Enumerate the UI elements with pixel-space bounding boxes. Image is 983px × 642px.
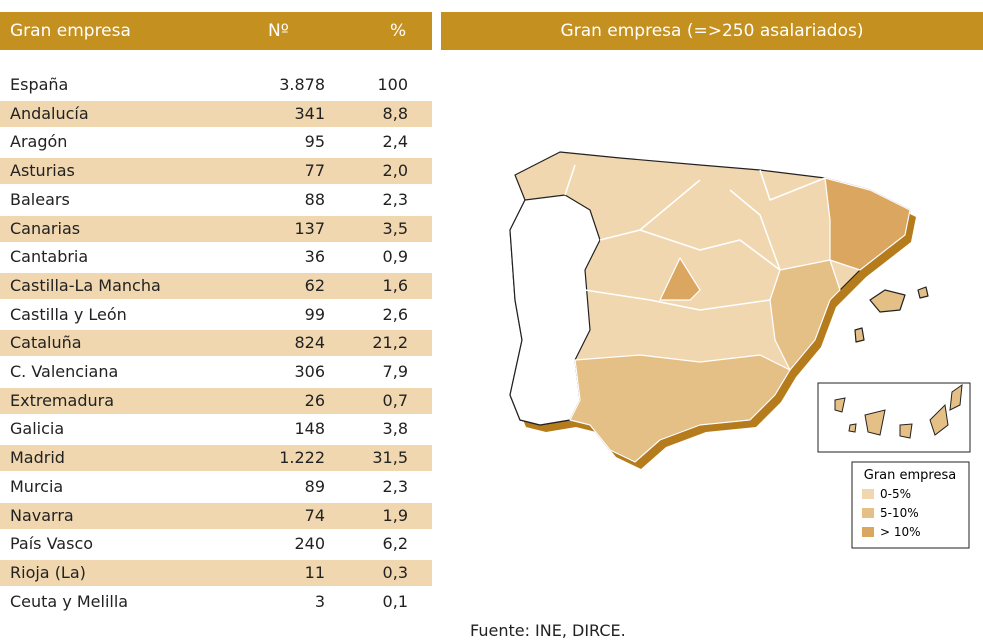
cell-pct: 0,9: [382, 247, 408, 267]
cell-name: Cantabria: [10, 247, 89, 267]
cell-n: 306: [294, 362, 325, 381]
table-row: Castilla-La Mancha 62 1,6: [0, 272, 432, 299]
table-row: Balears 88 2,3: [0, 187, 432, 213]
cell-n: 62: [304, 275, 325, 295]
table-row: C. Valenciana 306 7,9: [0, 359, 432, 385]
table-row: Aragón 95 2,4: [0, 129, 432, 155]
cell-pct: 8,8: [382, 103, 408, 123]
cell-name: Aragón: [10, 132, 68, 152]
cell-pct: 6,2: [382, 534, 408, 554]
cell-name: Navarra: [10, 505, 74, 525]
table-row: España 3.878 100: [0, 72, 432, 98]
cell-name: Castilla y León: [10, 304, 127, 324]
cell-pct: 2,4: [382, 132, 408, 152]
table-row: Cataluña 824 21,2: [0, 330, 432, 357]
table-row: Andalucía 341 8,8: [0, 100, 432, 127]
cell-n: 36: [304, 247, 325, 267]
cell-name: Balears: [10, 189, 70, 209]
table-row: Ceuta y Melilla 3 0,1: [0, 589, 432, 615]
cell-pct: 7,9: [382, 362, 408, 381]
cell-pct: 1,6: [382, 275, 408, 295]
cell-n: 148: [294, 419, 325, 439]
cell-n: 88: [304, 189, 325, 209]
cell-n: 26: [304, 390, 325, 410]
cell-pct: 0,3: [382, 562, 408, 582]
cell-name: C. Valenciana: [10, 362, 119, 381]
cell-pct: 2,3: [382, 189, 408, 209]
cell-pct: 0,1: [382, 591, 408, 611]
table-row: Madrid 1.222 31,5: [0, 445, 432, 472]
map-header: Gran empresa (=>250 asalariados): [441, 12, 983, 50]
table-row: Cantabria 36 0,9: [0, 244, 432, 270]
cell-name: Galicia: [10, 419, 65, 439]
cell-pct: 2,0: [382, 161, 408, 181]
cell-name: Castilla-La Mancha: [10, 275, 161, 295]
legend-label: 5-10%: [880, 506, 919, 520]
legend-title: Gran empresa: [864, 468, 956, 483]
cell-name: Madrid: [10, 448, 65, 468]
cell-n: 137: [294, 218, 325, 238]
cell-n: 240: [294, 534, 325, 554]
cell-n: 1.222: [279, 448, 325, 468]
cell-name: España: [10, 75, 69, 94]
cell-pct: 1,9: [382, 505, 408, 525]
cell-n: 77: [304, 161, 325, 181]
header-name: Gran empresa: [10, 21, 131, 41]
table-row: Murcia 89 2,3: [0, 474, 432, 500]
cell-n: 341: [294, 103, 325, 123]
cell-pct: 100: [377, 75, 408, 94]
cell-pct: 3,8: [382, 419, 408, 439]
cell-pct: 3,5: [382, 218, 408, 238]
table-row: Asturias 77 2,0: [0, 158, 432, 185]
cell-name: Murcia: [10, 476, 64, 496]
legend-label: > 10%: [880, 525, 921, 539]
cell-pct: 2,6: [382, 304, 408, 324]
cell-n: 95: [304, 132, 325, 152]
cell-name: Cataluña: [10, 333, 82, 353]
cell-name: Asturias: [10, 161, 75, 181]
table-row: Rioja (La) 11 0,3: [0, 559, 432, 586]
table-row: Castilla y León 99 2,6: [0, 302, 432, 328]
table-row: País Vasco 240 6,2: [0, 531, 432, 557]
table-row: Canarias 137 3,5: [0, 215, 432, 242]
legend-label: 0-5%: [880, 487, 911, 501]
cell-pct: 0,7: [382, 390, 408, 410]
cell-name: Andalucía: [10, 103, 89, 123]
cell-n: 99: [304, 304, 325, 324]
table-row: Extremadura 26 0,7: [0, 387, 432, 414]
cell-pct: 21,2: [372, 333, 408, 353]
source: Fuente: INE, DIRCE.: [470, 621, 626, 640]
cell-n: 89: [304, 476, 325, 496]
cell-n: 824: [294, 333, 325, 353]
table-row: Navarra 74 1,9: [0, 502, 432, 529]
cell-name: Extremadura: [10, 390, 114, 410]
cell-n: 11: [304, 562, 325, 582]
cell-pct: 31,5: [372, 448, 408, 468]
table-row: Galicia 148 3,8: [0, 416, 432, 442]
legend-swatch: [862, 489, 874, 499]
cell-name: País Vasco: [10, 534, 94, 554]
cell-name: Ceuta y Melilla: [10, 591, 129, 611]
legend-swatch: [862, 508, 874, 518]
table-header: Gran empresa Nº %: [0, 12, 432, 50]
cell-n: 3: [314, 591, 325, 611]
map-title: Gran empresa (=>250 asalariados): [560, 21, 864, 41]
cell-n: 74: [304, 505, 325, 525]
cell-name: Rioja (La): [10, 562, 86, 582]
cell-n: 3.878: [279, 75, 325, 94]
header-pct: %: [390, 21, 407, 41]
legend-swatch: [862, 527, 874, 537]
header-n: Nº: [268, 21, 289, 41]
cell-name: Canarias: [10, 218, 81, 238]
cell-pct: 2,3: [382, 476, 408, 496]
